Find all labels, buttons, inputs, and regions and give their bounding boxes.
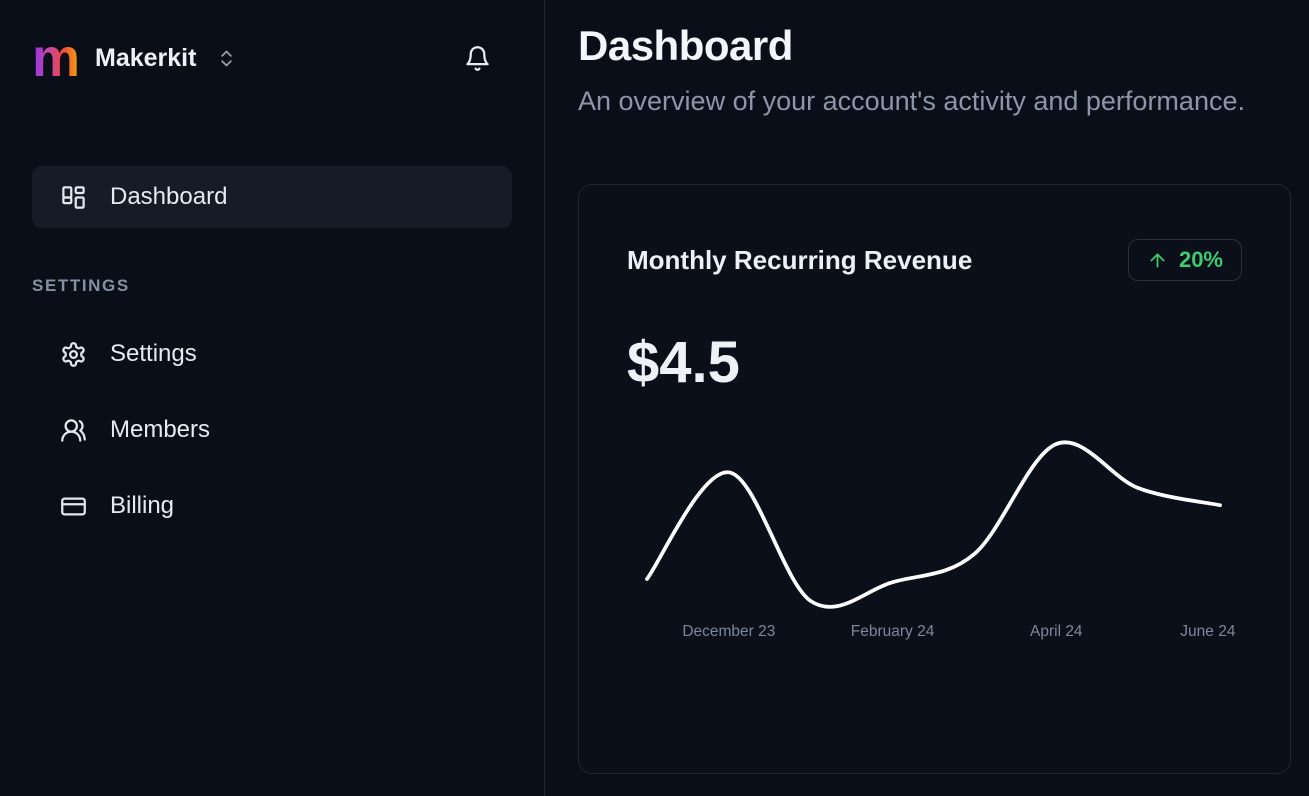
trend-badge: 20%: [1127, 239, 1242, 281]
workspace-name: Makerkit: [95, 43, 197, 72]
mrr-card-title: Monthly Recurring Revenue: [627, 244, 973, 275]
sidebar-item-billing[interactable]: Billing: [32, 468, 512, 544]
mrr-card: Monthly Recurring Revenue 20% $4.5 Decem…: [578, 184, 1291, 774]
x-axis-label: December 23: [682, 622, 776, 640]
x-axis-label: June 24: [1180, 622, 1236, 640]
sidebar-item-label: Settings: [110, 340, 197, 367]
mrr-chart: December 23 February 24 April 24 June 24: [627, 429, 1242, 645]
chevrons-up-down-icon[interactable]: [214, 46, 239, 71]
sidebar-item-dashboard[interactable]: Dashboard: [32, 166, 512, 228]
sidebar-item-label: Members: [110, 416, 211, 443]
bell-icon: [466, 45, 489, 71]
notifications-button[interactable]: [464, 45, 491, 72]
main-content: Dashboard An overview of your account's …: [546, 0, 1309, 796]
settings-section-label: SETTINGS: [32, 276, 130, 295]
mrr-card-header: Monthly Recurring Revenue 20%: [627, 239, 1242, 281]
chart-line: [645, 440, 1222, 609]
page-subtitle: An overview of your account's activity a…: [578, 86, 1245, 116]
gear-icon: [62, 341, 85, 367]
page-title: Dashboard: [578, 22, 793, 69]
makerkit-logo: m: [32, 27, 80, 88]
sidebar-item-settings[interactable]: Settings: [32, 316, 512, 392]
credit-card-icon: [61, 497, 86, 515]
mrr-headline-value: $4.5: [627, 330, 740, 395]
x-axis: December 23 February 24 April 24 June 24: [627, 619, 1243, 645]
x-axis-label: February 24: [850, 622, 935, 640]
sidebar: m Makerkit Dashboard SETTINGS Settings M…: [0, 0, 545, 796]
sidebar-item-members[interactable]: Members: [32, 392, 512, 468]
sidebar-item-label: Dashboard: [110, 183, 228, 210]
mrr-chart-svg: [645, 440, 1222, 609]
main-nav: Dashboard: [32, 166, 512, 228]
layout-dashboard-icon: [62, 185, 85, 209]
x-axis-label: April 24: [1030, 622, 1083, 640]
trend-value: 20%: [1178, 247, 1223, 272]
users-icon: [61, 418, 86, 442]
settings-nav: Settings Members Billing: [32, 316, 512, 544]
workspace-switcher[interactable]: m Makerkit: [32, 30, 512, 86]
sidebar-item-label: Billing: [110, 492, 175, 519]
arrow-up-icon: [1150, 253, 1165, 267]
